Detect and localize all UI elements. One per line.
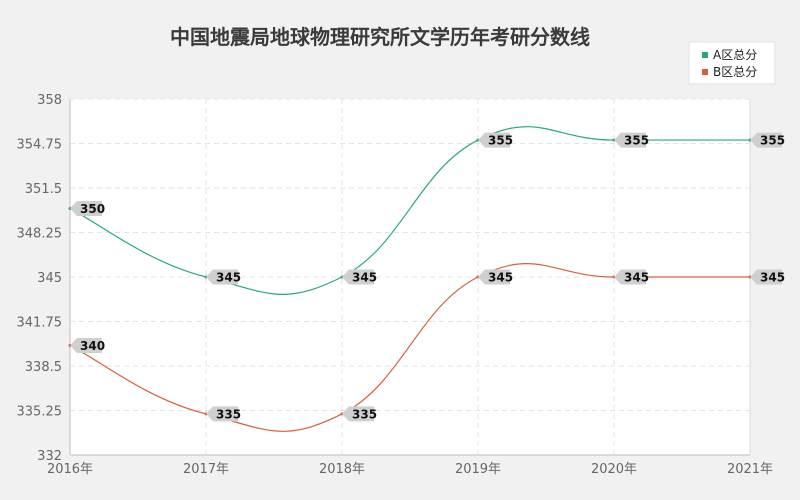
data-label-tag: [70, 337, 102, 353]
data-label: 355: [478, 132, 513, 148]
y-tick-label: 335.25: [17, 405, 63, 420]
data-label: 345: [614, 269, 649, 285]
data-label-text: 335: [352, 407, 377, 421]
data-label: 345: [478, 269, 513, 285]
chart-title: 中国地震局地球物理研究所文学历年考研分数线: [170, 25, 590, 49]
legend-label-b: B区总分: [713, 65, 757, 79]
axes: 332 335.25 338.5 341.75 345 348.25 351.5 354.75…: [17, 93, 774, 477]
y-tick-label: 332: [37, 449, 62, 464]
data-label-tag: [478, 269, 510, 285]
legend-marker-b: [702, 69, 708, 75]
legend-box: [688, 41, 776, 85]
legend-label-a: A区总分: [713, 48, 757, 62]
data-label-text: 345: [624, 271, 649, 285]
x-tick-label: 2019年: [455, 462, 501, 477]
x-tick-label: 2018年: [319, 462, 365, 477]
data-label: 350: [70, 201, 105, 217]
y-tick-label: 345: [37, 271, 62, 286]
data-label: 335: [342, 406, 377, 422]
data-label-text: 345: [352, 271, 377, 285]
y-tick-label: 348.25: [17, 227, 63, 242]
legend-marker-a: [702, 52, 708, 58]
data-label-text: 355: [760, 134, 785, 148]
data-label-tag: [206, 406, 238, 422]
data-label: 355: [614, 132, 649, 148]
data-label-tag: [750, 132, 782, 148]
legend-item-b[interactable]: B区总分: [702, 65, 757, 79]
y-tick-label: 354.75: [17, 138, 63, 153]
legend-item-a[interactable]: A区总分: [702, 48, 757, 62]
data-label-tag: [478, 132, 510, 148]
y-tick-label: 338.5: [25, 360, 62, 375]
x-tick-label: 2016年: [47, 462, 93, 477]
data-label: 345: [750, 269, 785, 285]
data-label: 335: [206, 406, 241, 422]
data-label-text: 350: [80, 202, 105, 216]
data-label-tag: [70, 201, 102, 217]
data-label-text: 355: [488, 134, 513, 148]
data-label-tag: [206, 269, 238, 285]
data-label: 355: [750, 132, 785, 148]
data-labels: 350 345 345 355 355 355 340 335 335 345 345 345: [70, 132, 785, 422]
data-label-text: 345: [760, 271, 785, 285]
data-label: 345: [342, 269, 377, 285]
data-label-tag: [342, 406, 374, 422]
y-tick-label: 341.75: [17, 316, 63, 331]
data-label: 345: [206, 269, 241, 285]
data-label-text: 335: [216, 407, 241, 421]
x-tick-label: 2017年: [183, 462, 229, 477]
data-label-text: 345: [488, 271, 513, 285]
data-label: 340: [70, 337, 105, 353]
y-tick-label: 351.5: [25, 182, 62, 197]
x-tick-label: 2021年: [727, 462, 773, 477]
data-label-text: 355: [624, 134, 649, 148]
data-label-tag: [614, 132, 646, 148]
x-tick-label: 2020年: [591, 462, 637, 477]
data-label-text: 345: [216, 271, 241, 285]
data-label-text: 340: [80, 339, 105, 353]
legend[interactable]: A区总分 B区总分: [688, 41, 776, 85]
data-label-tag: [750, 269, 782, 285]
y-tick-label: 358: [37, 93, 62, 108]
data-label-tag: [614, 269, 646, 285]
data-label-tag: [342, 269, 374, 285]
